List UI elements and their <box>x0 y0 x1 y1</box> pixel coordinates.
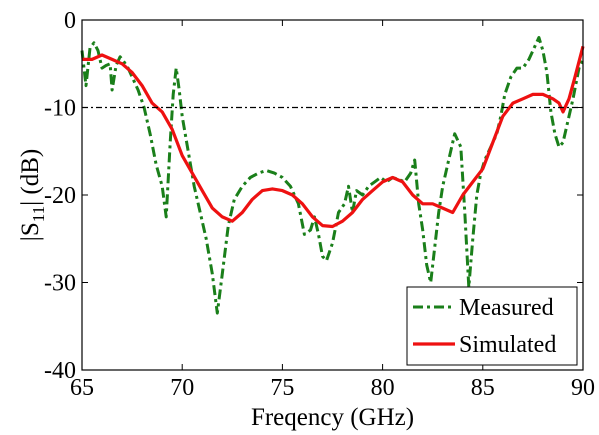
y-tick-label: 0 <box>64 8 76 34</box>
x-tick-label: 65 <box>70 375 94 401</box>
y-tick-label: -40 <box>44 358 76 384</box>
y-axis-title: |S11| (dB) <box>17 149 48 241</box>
x-tick-label: 70 <box>170 375 194 401</box>
series-line-measured <box>80 36 585 315</box>
legend-box <box>406 286 578 366</box>
y-tick-label: -30 <box>44 271 76 297</box>
x-axis-title: Freqency (GHz) <box>251 404 414 431</box>
y-tick-label: -10 <box>44 96 76 122</box>
axis-ticks: 65 70 75 80 85 90 0 -10 -20 -30 -40 <box>44 8 595 401</box>
legend: Measured Simulated <box>406 286 578 366</box>
series-line-simulated <box>82 45 585 229</box>
legend-label-measured: Measured <box>459 295 554 321</box>
legend-label-simulated: Simulated <box>459 332 556 358</box>
y-tick-label: -20 <box>44 183 76 209</box>
x-tick-label: 80 <box>371 375 395 401</box>
x-tick-label: 85 <box>471 375 495 401</box>
x-tick-label: 75 <box>270 375 294 401</box>
x-tick-label: 90 <box>571 375 595 401</box>
series-layer <box>80 36 585 315</box>
